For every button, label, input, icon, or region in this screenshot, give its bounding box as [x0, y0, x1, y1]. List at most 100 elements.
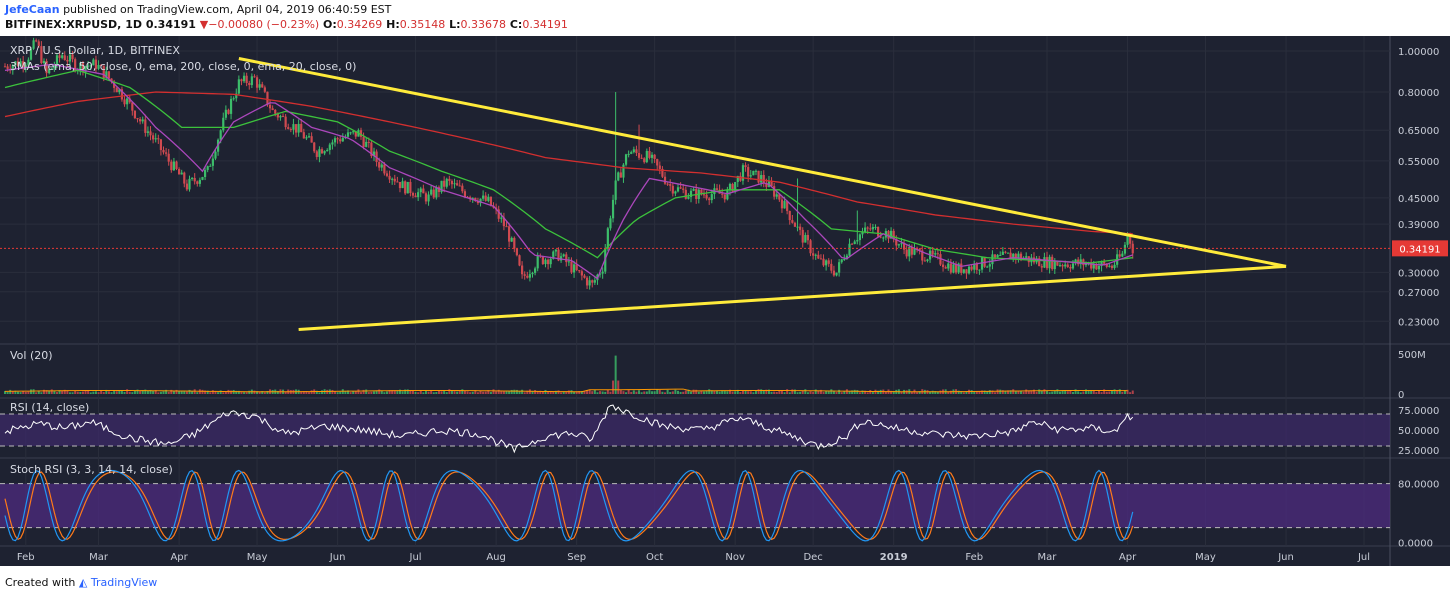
- candle-body: [546, 259, 550, 265]
- candle-body: [521, 265, 524, 275]
- x-tick-label: May: [247, 552, 268, 563]
- tradingview-logo-icon[interactable]: ◭: [78, 576, 88, 589]
- volume-bar: [692, 389, 695, 394]
- candle-body: [27, 59, 30, 66]
- candle-body: [541, 256, 544, 265]
- candle-body: [250, 76, 253, 86]
- candle-body: [157, 138, 160, 140]
- volume-bar: [375, 390, 378, 394]
- candle-body: [248, 82, 251, 86]
- volume-bar: [1009, 390, 1012, 394]
- tradingview-brand[interactable]: TradingView: [90, 576, 158, 589]
- candle-body: [593, 280, 596, 283]
- volume-bar: [263, 392, 266, 394]
- volume-bar: [152, 390, 155, 394]
- trendlines[interactable]: [238, 57, 1287, 331]
- candle-body: [1051, 256, 1054, 270]
- candle-body: [393, 178, 396, 182]
- candle-body: [614, 180, 617, 200]
- candle-body: [814, 254, 817, 256]
- candle-body: [708, 198, 711, 201]
- candle-body: [443, 180, 446, 187]
- volume-bar: [523, 392, 526, 394]
- volume-bar: [133, 390, 136, 394]
- candle-body: [973, 263, 976, 270]
- volume-bar: [843, 391, 846, 394]
- volume-bar: [487, 390, 490, 394]
- candle-body: [497, 209, 500, 219]
- volume-bar: [365, 389, 368, 394]
- candle-body: [645, 150, 648, 163]
- volume-bar: [237, 390, 240, 394]
- candle-body: [1097, 265, 1101, 270]
- candle-body: [84, 66, 87, 73]
- candle-body: [910, 246, 913, 255]
- volume-bar: [991, 390, 994, 394]
- stoch-rsi-pane: [4, 469, 1134, 542]
- volume-bar: [204, 390, 207, 394]
- price-chart[interactable]: 0.34191 1.00000 0.80000 0.65000 0.55000 0.450…: [0, 36, 1450, 566]
- y-tick-label: 0.30000: [1398, 268, 1439, 279]
- rsi-band: [0, 414, 1390, 446]
- candle-body: [126, 98, 129, 105]
- volume-bar: [710, 390, 713, 394]
- volume-bar: [1116, 390, 1119, 394]
- volume-bar: [302, 391, 305, 394]
- volume-bar: [892, 390, 895, 394]
- candle-body: [617, 172, 620, 181]
- candle-body: [682, 188, 685, 190]
- volume-bar: [422, 392, 425, 394]
- volume-bar: [1087, 390, 1090, 394]
- candle-body: [960, 263, 963, 273]
- volume-bar: [149, 389, 152, 394]
- volume-bar: [81, 391, 84, 394]
- candle-body: [536, 255, 539, 269]
- candle-body: [3, 66, 7, 68]
- volume-bar: [606, 389, 609, 394]
- candle-body: [939, 254, 942, 265]
- candle-body: [700, 189, 703, 195]
- x-tick-label: Sep: [567, 552, 586, 563]
- volume-bar: [567, 390, 570, 394]
- candle-body: [131, 102, 134, 111]
- candle-body: [848, 243, 851, 256]
- volume-bar: [1095, 392, 1098, 394]
- candle-body: [1123, 244, 1127, 254]
- low-value: 0.33678: [460, 18, 507, 31]
- volume-bar: [965, 391, 968, 394]
- candle-body: [591, 280, 594, 283]
- volume-bar: [502, 390, 505, 394]
- volume-bar: [866, 392, 869, 394]
- volume-bar: [453, 391, 456, 394]
- candle-body: [209, 165, 212, 167]
- author-name[interactable]: JefeCaan: [5, 3, 60, 16]
- candle-body: [237, 79, 240, 94]
- volume-bar: [235, 390, 238, 394]
- volume-bar: [1121, 391, 1124, 394]
- candle-body: [819, 258, 823, 260]
- candle-body: [676, 187, 680, 192]
- candle-body: [1074, 259, 1077, 264]
- trendline-upper: [238, 57, 1287, 268]
- volume-bar: [851, 390, 854, 394]
- candle-body: [1043, 257, 1046, 268]
- candle-body: [931, 250, 934, 255]
- candle-body: [692, 188, 695, 191]
- candle-body: [936, 253, 939, 255]
- candle-body: [313, 142, 316, 152]
- volume-bar: [1045, 390, 1048, 394]
- candle-body: [728, 183, 732, 191]
- volume-bar: [417, 392, 420, 394]
- volume-bar: [929, 391, 932, 394]
- volume-bar: [848, 391, 851, 394]
- close-value: 0.34191: [522, 18, 568, 31]
- candle-body: [653, 154, 656, 160]
- volume-bar: [61, 390, 64, 394]
- volume-bar: [697, 391, 700, 394]
- volume-bar: [474, 390, 477, 394]
- candle-body: [94, 59, 98, 69]
- volume-bar: [165, 389, 168, 394]
- candle-body: [585, 277, 589, 286]
- candle-body: [378, 162, 381, 168]
- candle-body: [765, 183, 768, 187]
